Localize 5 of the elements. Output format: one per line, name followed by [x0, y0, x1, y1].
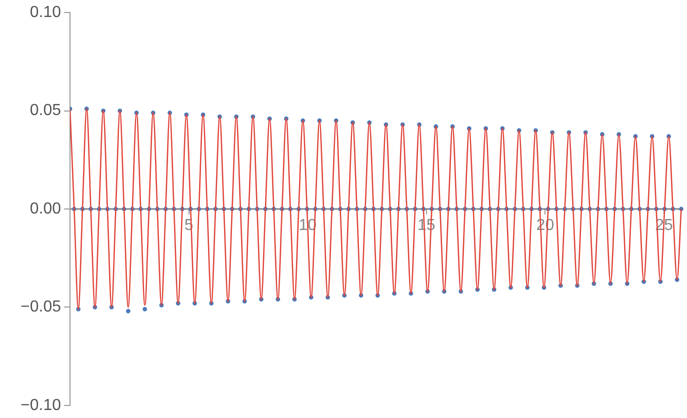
y-tick-label: 0.10	[30, 4, 62, 22]
y-tick-label: −0.10	[20, 396, 62, 414]
y-tick-label: −0.05	[20, 298, 62, 316]
y-tick-label: 0.05	[30, 102, 62, 120]
y-tick-label: 0.00	[30, 200, 62, 218]
